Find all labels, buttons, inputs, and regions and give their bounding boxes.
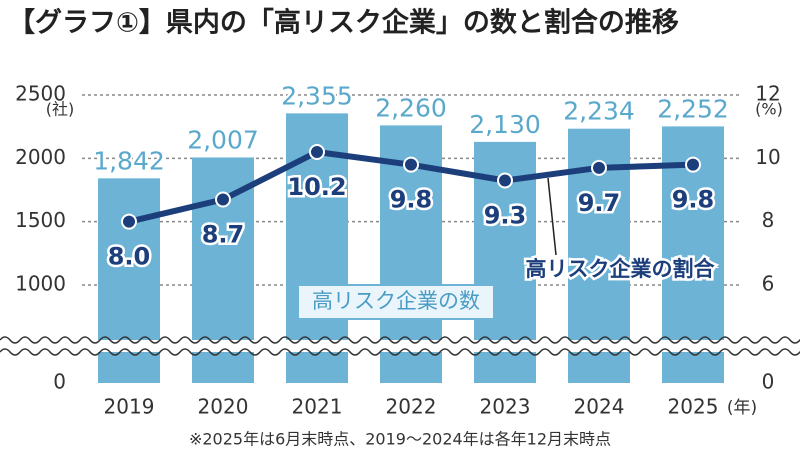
bar-value-label: 2,260: [375, 93, 447, 122]
line-value-label: 9.8: [672, 186, 715, 214]
series-label-box: [297, 284, 495, 320]
line-point: [685, 156, 701, 173]
axis-break: [0, 336, 800, 344]
y2-tick-label: 6: [762, 272, 775, 296]
line-point: [591, 159, 607, 176]
bar-value-label: 1,842: [93, 146, 165, 175]
chart-title: 【グラフ①】県内の「高リスク企業」の数と割合の推移: [8, 7, 679, 39]
line-value-label: 9.8: [390, 186, 433, 214]
y2-unit: (%): [755, 100, 783, 119]
bar-value-label: 2,355: [281, 81, 353, 110]
x-tick-label: 2019: [104, 395, 155, 419]
axis-break-band: [0, 340, 800, 352]
line-value-label: 10.2: [287, 173, 346, 201]
axis-break: [0, 348, 800, 356]
x-tick-label: 2023: [480, 395, 531, 419]
leader-line: [547, 177, 557, 256]
line-point: [309, 144, 325, 160]
x-tick-label: 2020: [198, 395, 249, 419]
bar-value-label: 2,252: [657, 94, 729, 123]
series-label: 高リスク企業の割合: [526, 257, 716, 281]
y2-tick-label: 0: [762, 370, 775, 394]
series-label: 高リスク企業の数: [312, 289, 480, 313]
x-unit: (年): [727, 398, 757, 418]
line-point: [215, 191, 231, 208]
line-value-label: 8.7: [202, 221, 245, 249]
line-point: [403, 156, 419, 173]
x-tick-label: 2025: [668, 395, 719, 419]
line-value-label: 8.0: [108, 243, 151, 271]
y2-tick-label: 12: [755, 82, 780, 106]
x-tick-label: 2022: [386, 395, 437, 419]
y2-tick-label: 8: [762, 208, 775, 232]
y2-tick-label: 10: [755, 145, 780, 169]
y-tick-label: 1000: [15, 272, 66, 296]
bar-value-label: 2,007: [187, 125, 259, 154]
bar-value-label: 2,130: [469, 110, 541, 139]
y-unit: (社): [46, 100, 75, 119]
y-tick-label: 2000: [15, 145, 66, 169]
line-point: [121, 213, 137, 230]
line-point: [497, 172, 513, 189]
x-tick-label: 2021: [292, 395, 343, 419]
y-tick-label: 0: [53, 370, 66, 394]
line-value-label: 9.3: [484, 202, 527, 230]
note: ※2025年は6月末時点、2019～2024年は各年12月末時点: [189, 430, 611, 449]
y-tick-label: 2500: [15, 82, 66, 106]
y-tick-label: 1500: [15, 208, 66, 232]
bar-value-label: 2,234: [563, 97, 635, 126]
x-tick-label: 2024: [574, 395, 625, 419]
line-value-label: 9.7: [578, 189, 621, 217]
